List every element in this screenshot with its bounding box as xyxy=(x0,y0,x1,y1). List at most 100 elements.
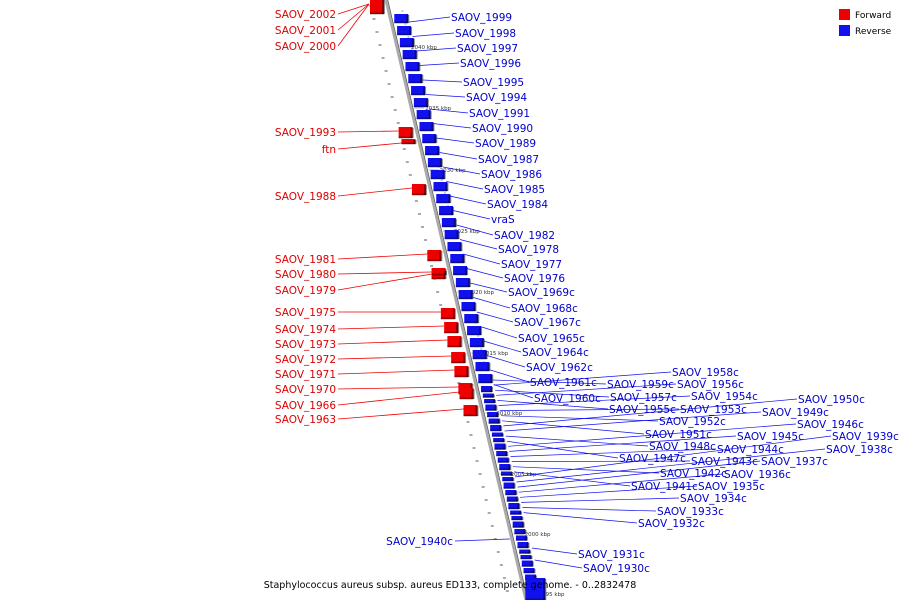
reverse-gene xyxy=(490,425,503,432)
gene-label-saov-1989: SAOV_1989 xyxy=(475,138,536,150)
reverse-gene xyxy=(481,386,494,393)
forward-gene xyxy=(444,322,460,334)
gene-label-saov-1970: SAOV_1970 xyxy=(275,384,336,396)
gene-label-saov-1987: SAOV_1987 xyxy=(478,154,539,166)
gene-label-saov-1949c: SAOV_1949c xyxy=(762,407,829,419)
reverse-gene xyxy=(501,471,514,476)
gene-label-saov-1980: SAOV_1980 xyxy=(275,269,336,281)
leader-line xyxy=(466,268,504,279)
leader-line xyxy=(516,448,826,483)
reverse-gene xyxy=(455,278,471,288)
reverse-gene xyxy=(447,242,463,252)
forward-gene xyxy=(440,308,456,320)
leader-line xyxy=(409,16,451,23)
forward-gene xyxy=(398,127,414,139)
gene-label-saov-1981: SAOV_1981 xyxy=(275,254,336,266)
reverse-gene xyxy=(505,490,518,496)
reverse-gene xyxy=(439,206,455,216)
reverse-gene xyxy=(520,555,533,560)
reverse-gene xyxy=(487,412,500,418)
reverse-gene xyxy=(508,503,521,510)
gene-label-saov-1960c: SAOV_1960c xyxy=(534,393,601,405)
leader-line xyxy=(522,507,657,512)
label-leader-lines xyxy=(337,3,832,569)
reverse-gene xyxy=(453,266,469,276)
reverse-gene xyxy=(405,62,421,72)
gene-label-saov-1950c: SAOV_1950c xyxy=(798,394,865,406)
leader-line xyxy=(337,325,445,330)
reverse-gene xyxy=(427,158,443,168)
reverse-gene xyxy=(491,432,504,437)
gene-label-saov-1991: SAOV_1991 xyxy=(469,108,530,120)
leader-line xyxy=(337,187,412,197)
leader-line xyxy=(480,326,518,339)
gene-label-saov-1959c: SAOV_1959c xyxy=(607,379,674,391)
reverse-gene xyxy=(458,290,474,300)
gene-label-saov-1969c: SAOV_1969c xyxy=(508,287,575,299)
gene-label-saov-1945c: SAOV_1945c xyxy=(737,431,804,443)
reverse-gene xyxy=(497,457,510,463)
gene-label-ftn: ftn xyxy=(322,144,336,156)
leader-line xyxy=(504,411,762,432)
leader-line xyxy=(492,379,607,385)
leader-line xyxy=(521,497,680,503)
gene-label-saov-1973: SAOV_1973 xyxy=(275,339,336,351)
forward-gene xyxy=(454,366,470,378)
gene-label-saov-1982: SAOV_1982 xyxy=(494,230,555,242)
gene-label-saov-1979: SAOV_1979 xyxy=(275,285,336,297)
gene-label-saov-1936c: SAOV_1936c xyxy=(724,469,791,481)
leader-line xyxy=(412,32,455,37)
reverse-gene xyxy=(394,14,410,24)
tick-label: 2025 kbp xyxy=(454,229,480,235)
reverse-gene xyxy=(493,438,506,443)
leader-line xyxy=(337,339,448,345)
leader-line xyxy=(337,408,464,420)
leader-line xyxy=(463,253,501,265)
leader-line xyxy=(456,224,494,236)
reverse-gene xyxy=(397,26,413,36)
gene-label-saov-1951c: SAOV_1951c xyxy=(645,429,712,441)
gene-label-saov-1964c: SAOV_1964c xyxy=(522,347,589,359)
reverse-gene xyxy=(525,578,547,600)
leader-line xyxy=(498,395,691,406)
leader-line xyxy=(442,166,481,175)
gene-label-saov-1986: SAOV_1986 xyxy=(481,169,542,181)
leader-line xyxy=(499,408,680,411)
reverse-gene xyxy=(450,254,466,264)
leader-line xyxy=(337,3,370,15)
forward-gene xyxy=(427,250,443,262)
leader-line xyxy=(469,282,508,293)
forward-gene xyxy=(432,270,447,276)
tick-label: 2040 kbp xyxy=(411,45,437,51)
gene-label-saov-1952c: SAOV_1952c xyxy=(659,416,726,428)
tick-label: 2020 kbp xyxy=(468,290,494,296)
gene-label-saov-1944c: SAOV_1944c xyxy=(717,444,784,456)
leader-line xyxy=(337,253,428,260)
gene-label-saov-2002: SAOV_2002 xyxy=(275,9,336,21)
gene-label-saov-1975: SAOV_1975 xyxy=(275,307,336,319)
reverse-gene xyxy=(416,110,432,120)
legend-label-reverse: Reverse xyxy=(855,27,892,37)
leader-line xyxy=(419,62,460,66)
gene-label-saov-1940c: SAOV_1940c xyxy=(386,536,453,548)
reverse-gene xyxy=(510,510,523,515)
gene-label-saov-1937c: SAOV_1937c xyxy=(761,456,828,468)
gene-label-saov-2000: SAOV_2000 xyxy=(275,41,336,53)
gene-label-saov-1968c: SAOV_1968c xyxy=(511,303,578,315)
leader-line xyxy=(515,435,832,478)
leader-line xyxy=(337,355,452,360)
gene-label-saov-1990: SAOV_1990 xyxy=(472,123,533,135)
leader-line xyxy=(510,448,717,457)
forward-gene xyxy=(459,388,475,400)
leader-line xyxy=(415,47,457,52)
leader-line xyxy=(483,340,522,353)
gene-label-saov-1967c: SAOV_1967c xyxy=(514,317,581,329)
gene-label-saov-1998: SAOV_1998 xyxy=(455,28,516,40)
leader-line xyxy=(436,137,475,144)
reverse-gene xyxy=(422,134,438,144)
leader-line xyxy=(512,466,660,474)
leader-line xyxy=(337,130,399,133)
gene-label-saov-1957c: SAOV_1957c xyxy=(610,392,677,404)
leader-line xyxy=(459,239,498,250)
